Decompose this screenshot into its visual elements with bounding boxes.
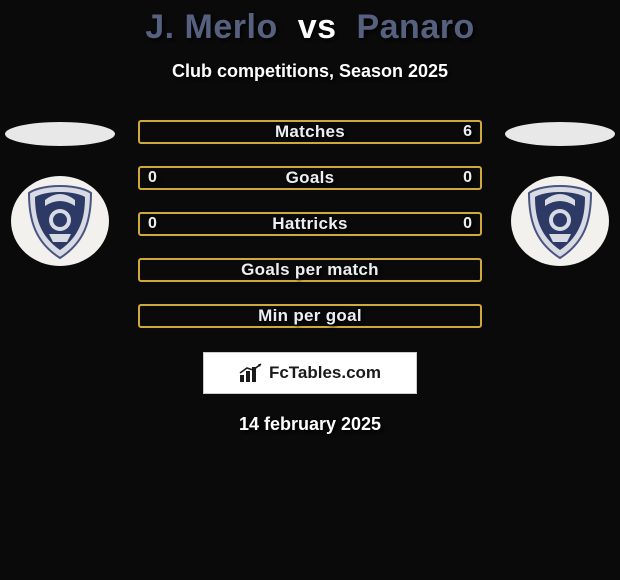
stat-label: Goals per match bbox=[241, 260, 379, 280]
brand-attribution: FcTables.com bbox=[203, 352, 417, 394]
brand-text: FcTables.com bbox=[269, 363, 381, 383]
comparison-content: Matches 6 0 Goals 0 0 Hattricks 0 Goals … bbox=[0, 120, 620, 435]
stat-left-value: 0 bbox=[148, 169, 157, 187]
vs-text: vs bbox=[298, 8, 337, 46]
stats-rows: Matches 6 0 Goals 0 0 Hattricks 0 Goals … bbox=[138, 120, 482, 328]
player2-photo-placeholder bbox=[505, 122, 615, 146]
player2-club-crest bbox=[511, 176, 609, 266]
stat-right-value: 6 bbox=[463, 123, 472, 141]
stat-row-hattricks: 0 Hattricks 0 bbox=[138, 212, 482, 236]
stat-label: Goals bbox=[286, 168, 335, 188]
player2-column bbox=[500, 120, 620, 266]
stat-label: Matches bbox=[275, 122, 345, 142]
bar-chart-icon bbox=[239, 363, 263, 383]
date-text: 14 february 2025 bbox=[0, 414, 620, 435]
stat-right-value: 0 bbox=[463, 215, 472, 233]
player1-photo-placeholder bbox=[5, 122, 115, 146]
stat-label: Hattricks bbox=[272, 214, 347, 234]
stat-row-goals-per-match: Goals per match bbox=[138, 258, 482, 282]
shield-icon bbox=[23, 180, 97, 262]
stat-row-matches: Matches 6 bbox=[138, 120, 482, 144]
comparison-title: J. Merlo vs Panaro bbox=[0, 0, 620, 47]
player2-name: Panaro bbox=[356, 8, 474, 46]
subtitle: Club competitions, Season 2025 bbox=[0, 61, 620, 82]
stat-label: Min per goal bbox=[258, 306, 362, 326]
player1-club-crest bbox=[11, 176, 109, 266]
player1-name: J. Merlo bbox=[145, 8, 277, 46]
stat-left-value: 0 bbox=[148, 215, 157, 233]
stat-row-goals: 0 Goals 0 bbox=[138, 166, 482, 190]
stat-right-value: 0 bbox=[463, 169, 472, 187]
player1-column bbox=[0, 120, 120, 266]
shield-icon bbox=[523, 180, 597, 262]
stat-row-min-per-goal: Min per goal bbox=[138, 304, 482, 328]
